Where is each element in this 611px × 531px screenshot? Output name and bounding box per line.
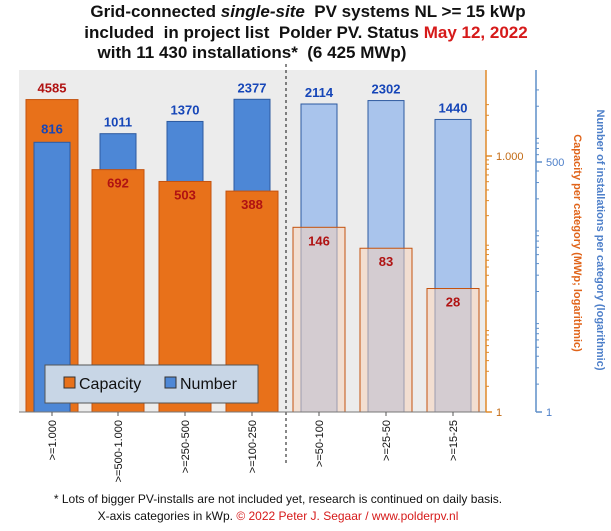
category-label: >=15-25 bbox=[448, 420, 460, 461]
number-value-label: 1011 bbox=[104, 115, 132, 130]
number-value-label: 2302 bbox=[372, 82, 401, 97]
title-line1-pre: Grid-connected bbox=[90, 2, 220, 21]
chart-title: Grid-connected single-site PV systems NL… bbox=[84, 2, 527, 62]
footnote-line2-pre: X-axis categories in kWp. bbox=[98, 509, 237, 523]
capacity-value-label: 83 bbox=[379, 254, 393, 269]
capacity-value-label: 388 bbox=[241, 197, 263, 212]
svg-text:Grid-connected single-site PV: Grid-connected single-site PV systems NL… bbox=[90, 2, 525, 21]
category-label: >=500-1.000 bbox=[113, 420, 125, 482]
number-value-label: 1370 bbox=[171, 102, 200, 117]
legend-box bbox=[44, 364, 259, 404]
legend-capacity-label: Capacity bbox=[79, 376, 141, 393]
legend-capacity-swatch bbox=[63, 376, 76, 389]
svg-text:included in project list Pol: included in project list Polder PV. Stat… bbox=[84, 23, 527, 42]
category-label: >=1.000 bbox=[47, 420, 59, 460]
category-label: >=250-500 bbox=[180, 420, 192, 473]
category-labels: >=1.000 >=500-1.000 >=250-500 >=100-250 >=50… bbox=[47, 412, 460, 482]
capacity-value-label: 146 bbox=[308, 233, 330, 248]
number-value-label: 2377 bbox=[238, 80, 267, 95]
number-tick-label: 500 bbox=[546, 157, 564, 169]
capacity-tick-label: 1.000 bbox=[496, 151, 524, 163]
category-label: >=25-50 bbox=[381, 420, 393, 461]
title-date: May 12, 2022 bbox=[424, 23, 528, 42]
data-labels: 816 4585 1011 692 1370 503 2377 388 2114 146 2302 8… bbox=[38, 80, 468, 309]
capacity-axis-title: Capacity per category (MWp; logarithmic) bbox=[571, 134, 583, 352]
capacity-value-label: 28 bbox=[446, 295, 460, 310]
legend-number-label: Number bbox=[180, 376, 238, 393]
number-tick-label: 1 bbox=[546, 407, 552, 419]
footnote-line2: X-axis categories in kWp. © 2022 Peter J… bbox=[98, 509, 459, 523]
capacity-bar bbox=[359, 247, 413, 413]
number-axis-title: Number of installations per category (lo… bbox=[594, 110, 606, 371]
title-line2-pre: included in project list Polder PV. Stat… bbox=[84, 23, 423, 42]
category-label: >=100-250 bbox=[247, 420, 259, 473]
capacity-bar bbox=[426, 288, 480, 413]
number-value-label: 2114 bbox=[305, 85, 334, 100]
capacity-bar bbox=[292, 226, 346, 413]
title-line1-post: PV systems NL >= 15 kWp bbox=[305, 2, 526, 21]
capacity-value-label: 503 bbox=[174, 187, 196, 202]
title-line1-em: single-site bbox=[221, 2, 305, 21]
footnote-line1: * Lots of bigger PV-installs are not inc… bbox=[54, 492, 502, 506]
footnote-copyright: © 2022 Peter J. Segaar / www.polderpv.nl bbox=[236, 509, 458, 523]
legend-number-swatch bbox=[164, 376, 177, 389]
capacity-axis: 1 1.000 bbox=[485, 70, 524, 419]
capacity-tick-label: 1 bbox=[496, 407, 502, 419]
legend: Capacity Number bbox=[44, 364, 259, 404]
number-value-label: 816 bbox=[41, 121, 63, 136]
number-value-label: 1440 bbox=[439, 100, 468, 115]
category-label: >=50-100 bbox=[314, 420, 326, 467]
title-line3: with 11 430 installations* (6 425 MWp) bbox=[97, 43, 407, 62]
capacity-value-label: 692 bbox=[107, 176, 129, 191]
capacity-value-label: 4585 bbox=[38, 81, 67, 96]
